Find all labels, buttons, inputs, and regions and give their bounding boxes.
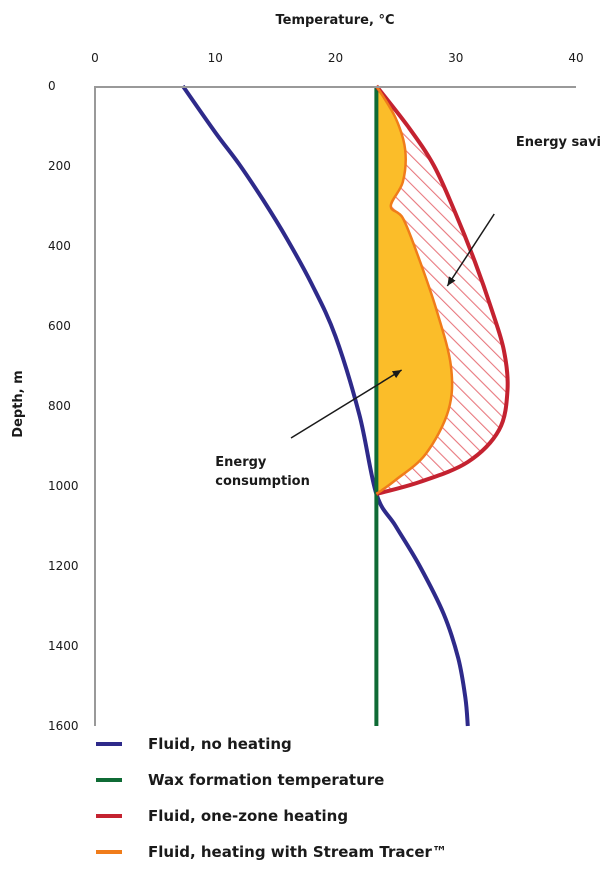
legend-label: Wax formation temperature [148,771,385,789]
annotation-arrow [446,213,495,287]
annotation-arrow [290,369,403,439]
x-tick-label: 0 [91,51,99,65]
series-line-fluid-no-heating [181,84,470,727]
y-tick-label: 200 [48,159,71,173]
x-tick-label: 30 [448,51,463,65]
y-tick-label: 1000 [48,479,79,493]
legend-label: Fluid, one-zone heating [148,807,349,825]
legend-swatch [96,814,122,818]
y-tick-label: 600 [48,319,71,333]
y-tick-label: 1200 [48,559,79,573]
y-axis-title: Depth, m [11,370,26,437]
y-tick-label: 0 [48,79,56,93]
legend-label: Fluid, no heating [148,735,292,753]
y-tick-label: 1600 [48,719,79,733]
y-tick-label: 1400 [48,639,79,653]
series-layer [181,84,510,727]
legend-swatch [96,850,122,854]
series-line-fluid-heating-with-stream-tracer [375,85,454,496]
series-line-fluid-one-zone-heating [374,84,510,496]
annotation-energy-consumption: Energy consumption [215,455,310,489]
x-tick-label: 20 [328,51,343,65]
legend-swatch [96,742,122,746]
legend-label: Fluid, heating with Stream Tracer™ [148,843,447,861]
axes [94,86,576,726]
areas-layer [376,86,508,726]
y-tick-labels: 0 200 400 600 800 1000 1200 1400 1600 [48,79,79,733]
area-energy-consumption [376,86,453,726]
x-tick-label: 10 [208,51,223,65]
x-tick-labels: 0 10 20 30 40 [91,51,583,65]
area-energy-savings [376,86,508,494]
x-axis-title: Temperature, °C [275,13,394,28]
y-tick-label: 800 [48,399,71,413]
annotation-energy-savings: Energy savings [516,135,600,150]
y-tick-label: 400 [48,239,71,253]
x-tick-label: 40 [568,51,583,65]
legend-swatch [96,778,122,782]
